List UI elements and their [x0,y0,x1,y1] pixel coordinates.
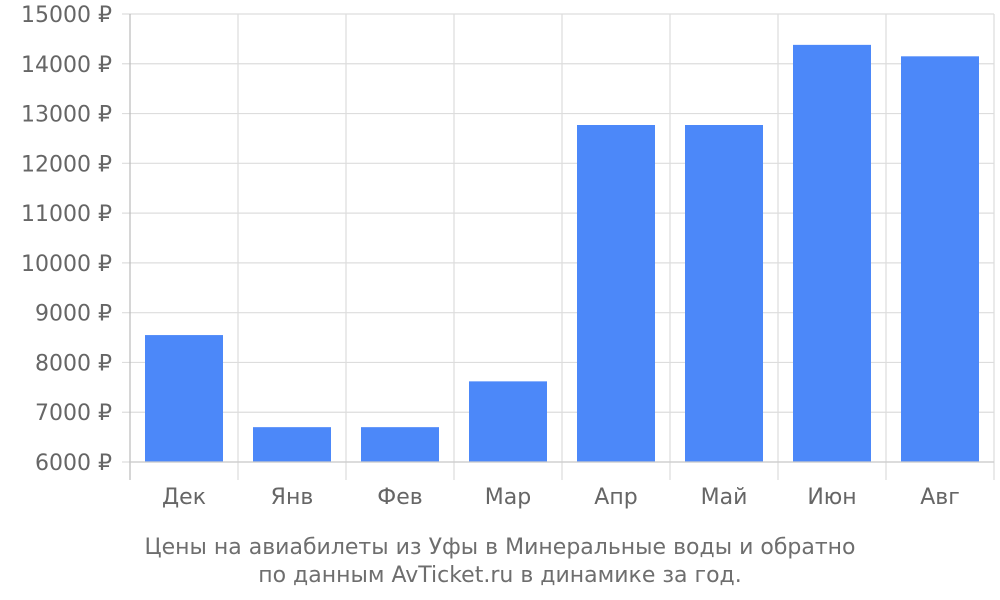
x-tick-label: Янв [271,485,314,510]
x-tick-label: Фев [377,485,422,510]
bar-4 [469,381,547,462]
y-tick-label: 12000 ₽ [21,152,112,177]
x-tick-label: Авг [920,485,960,510]
x-tick-label: Апр [594,485,637,510]
x-axis-tick-labels: Дек Янв Фев Мар Апр Май Июн Авг [162,485,960,510]
bar-1 [145,335,223,462]
bar-5 [577,125,655,462]
y-tick-label: 8000 ₽ [35,351,112,376]
x-tick-label: Май [701,485,748,510]
x-tick-label: Июн [807,485,856,510]
bars [145,44,979,463]
y-tick-label: 15000 ₽ [21,3,112,28]
y-tick-label: 6000 ₽ [35,451,112,476]
bar-3 [361,427,439,462]
y-tick-label: 14000 ₽ [21,53,112,78]
bar-7 [793,44,871,463]
chart-caption-line-2: по данным AvTicket.ru в динамике за год. [258,563,742,588]
y-tick-label: 13000 ₽ [21,103,112,128]
y-tick-label: 10000 ₽ [21,252,112,277]
y-axis-tick-labels: 6000 ₽ 7000 ₽ 8000 ₽ 9000 ₽ 10000 ₽ 11000 ₽ 12… [21,3,112,476]
bar-8 [901,56,979,463]
y-tick-label: 11000 ₽ [21,202,112,227]
grid-lines [122,13,995,480]
bar-6 [685,125,763,462]
x-tick-label: Мар [485,485,531,510]
chart-caption-line-1: Цены на авиабилеты из Уфы в Минеральные … [144,535,856,560]
bar-2 [253,427,331,462]
y-tick-label: 7000 ₽ [35,401,112,426]
x-tick-label: Дек [162,485,206,510]
y-tick-label: 9000 ₽ [35,302,112,327]
